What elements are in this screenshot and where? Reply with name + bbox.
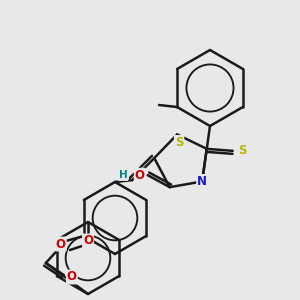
Text: N: N (197, 175, 207, 188)
Text: S: S (175, 136, 183, 149)
Text: O: O (67, 271, 77, 284)
Text: S: S (238, 144, 247, 158)
Text: O: O (83, 235, 93, 248)
Text: O: O (135, 169, 145, 182)
Text: H: H (119, 170, 128, 180)
Text: O: O (56, 238, 66, 250)
